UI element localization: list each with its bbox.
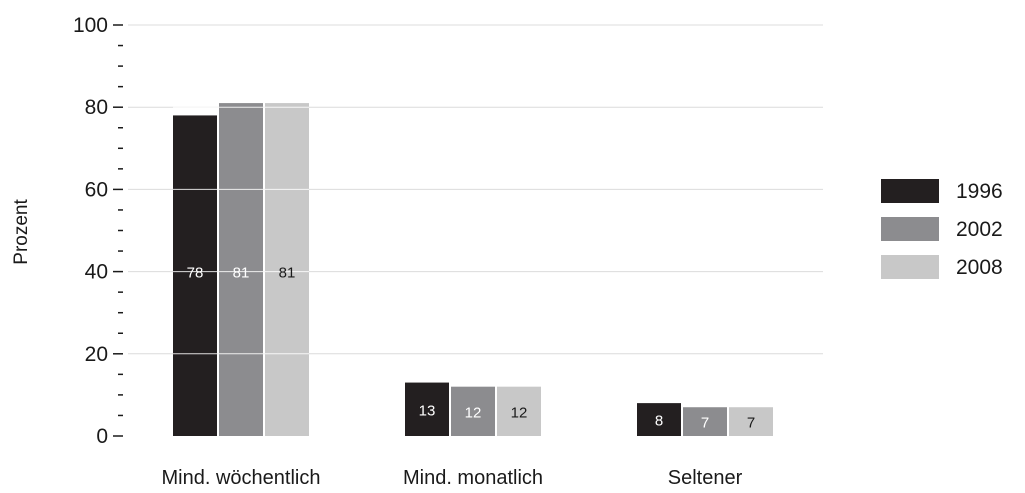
- bar-value-label-2002-2: 12: [465, 404, 482, 421]
- y-axis-label: Prozent: [11, 199, 32, 265]
- y-tick-label-20: 20: [85, 343, 108, 366]
- bar-value-label-1996-2: 13: [419, 402, 436, 419]
- y-tick-label-60: 60: [85, 178, 108, 201]
- bar-value-label-2008-2: 12: [511, 404, 528, 421]
- legend-label-2002: 2002: [956, 218, 1003, 241]
- legend-label-1996: 1996: [956, 180, 1003, 203]
- y-tick-label-0: 0: [96, 425, 108, 448]
- bar-1996-1: [173, 115, 217, 437]
- category-label-2: Mind. monatlich: [403, 467, 543, 489]
- bar-2002-1: [219, 103, 263, 436]
- bar-1996-2: [405, 382, 449, 436]
- bar-2008-3: [729, 407, 773, 436]
- bar-2008-1: [265, 103, 309, 436]
- y-tick-label-100: 100: [73, 14, 108, 37]
- bar-2002-3: [683, 407, 727, 436]
- bar-1996-3: [637, 403, 681, 436]
- legend-label-2008: 2008: [956, 256, 1003, 279]
- category-label-1: Mind. wöchentlich: [162, 467, 321, 489]
- legend-swatch-2008: [881, 255, 939, 279]
- y-tick-label-80: 80: [85, 96, 108, 119]
- bar-value-label-2008-3: 7: [747, 415, 755, 432]
- bar-value-label-2008-1: 81: [279, 265, 296, 282]
- bar-value-label-2002-3: 7: [701, 415, 709, 432]
- y-axis: 0 20 40 60 80 100: [73, 14, 123, 448]
- y-tick-label-40: 40: [85, 261, 108, 284]
- bars: [173, 103, 773, 437]
- legend-swatch-2002: [881, 217, 939, 241]
- category-label-3: Seltener: [668, 467, 743, 489]
- bar-value-label-1996-3: 8: [655, 413, 663, 430]
- category-labels: Mind. wöchentlich Mind. monatlich Seltener: [162, 467, 743, 489]
- bar-value-labels: 78 81 81 13 12 12 8 7 7: [187, 265, 756, 432]
- legend-swatch-1996: [881, 179, 939, 203]
- bar-2002-2: [451, 386, 495, 436]
- bar-2008-2: [497, 386, 541, 436]
- bar-value-label-1996-1: 78: [187, 265, 204, 282]
- bar-value-label-2002-1: 81: [233, 265, 250, 282]
- legend: 1996 2002 2008: [881, 179, 1003, 279]
